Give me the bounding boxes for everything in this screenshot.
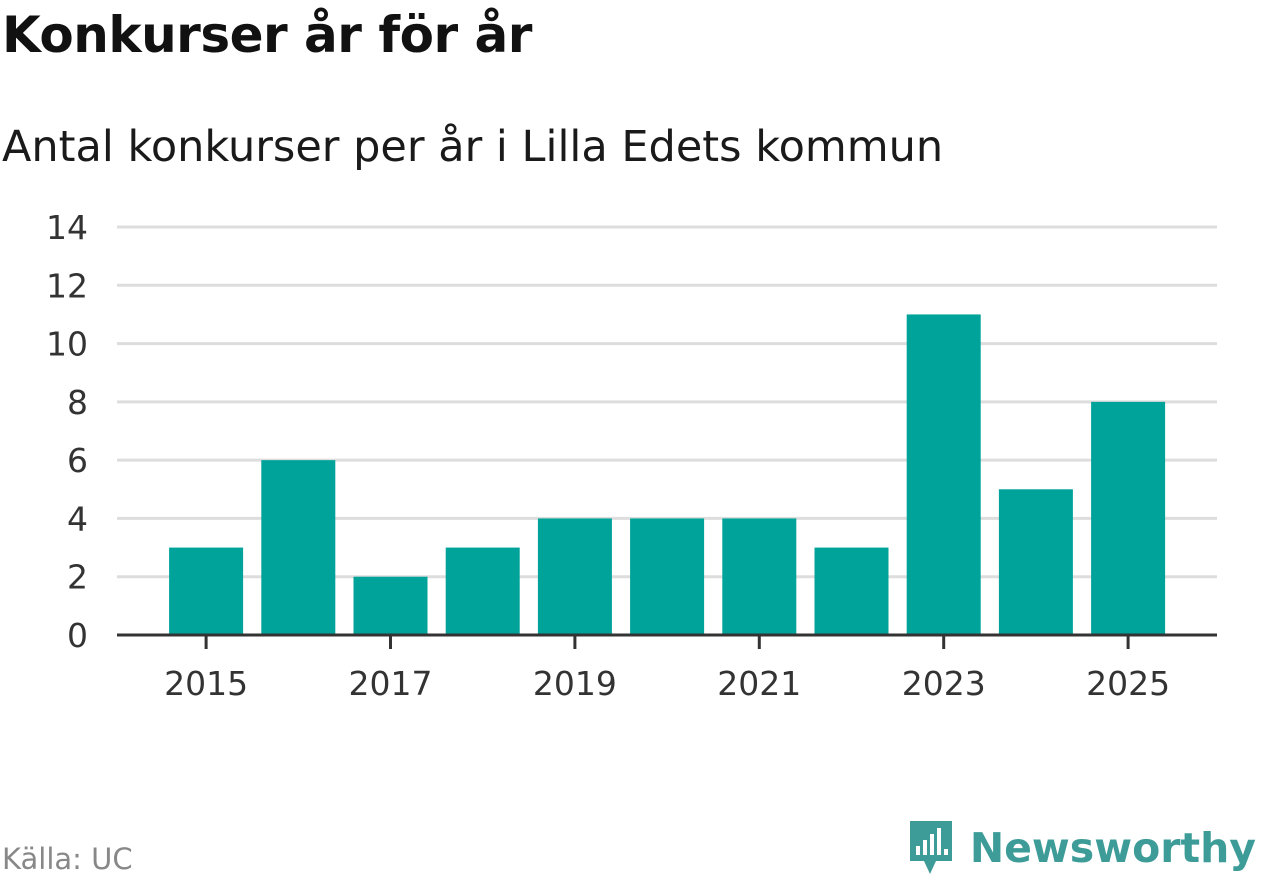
x-tick-label-2015: 2015 — [164, 664, 248, 703]
bars — [169, 314, 1166, 635]
bar-2016 — [261, 460, 336, 635]
chart-title: Konkurser år för år — [2, 6, 532, 64]
bar-2017 — [353, 576, 428, 635]
y-tick-label-0: 0 — [67, 616, 88, 655]
y-tick-label-14: 14 — [46, 208, 88, 247]
chart-subtitle: Antal konkurser per år i Lilla Edets kom… — [2, 122, 944, 172]
brand-name: Newsworthy — [969, 824, 1256, 872]
x-tick-label-2025: 2025 — [1086, 664, 1170, 703]
bar-2021 — [722, 518, 797, 635]
bar-chart: 0 2 4 6 8 10 12 14 2015 2017 2019 2021 2023 2025 — [46, 208, 1217, 703]
source-note: Källa: UC — [2, 842, 133, 876]
bar-2019 — [537, 518, 612, 635]
bar-2018 — [445, 547, 520, 635]
x-tick-label-2023: 2023 — [902, 664, 986, 703]
brand: Newsworthy — [906, 818, 1256, 878]
x-tick-label-2017: 2017 — [349, 664, 433, 703]
y-tick-labels: 0 2 4 6 8 10 12 14 — [46, 208, 88, 655]
bar-2024 — [998, 489, 1073, 635]
bar-2025 — [1091, 401, 1166, 635]
y-tick-label-2: 2 — [67, 558, 88, 597]
bar-2023 — [906, 314, 981, 635]
y-tick-label-12: 12 — [46, 266, 88, 305]
y-tick-label-10: 10 — [46, 325, 88, 364]
x-tick-labels: 2015 2017 2019 2021 2023 2025 — [164, 664, 1170, 703]
bar-2015 — [169, 547, 244, 635]
bar-2022 — [814, 547, 889, 635]
y-tick-label-4: 4 — [67, 499, 88, 538]
y-tick-label-6: 6 — [67, 441, 88, 480]
axes — [117, 633, 1217, 649]
x-tick-label-2021: 2021 — [717, 664, 801, 703]
newsworthy-logo-icon — [909, 821, 952, 874]
bar-2020 — [630, 518, 705, 635]
y-tick-label-8: 8 — [67, 383, 88, 422]
x-tick-label-2019: 2019 — [533, 664, 617, 703]
